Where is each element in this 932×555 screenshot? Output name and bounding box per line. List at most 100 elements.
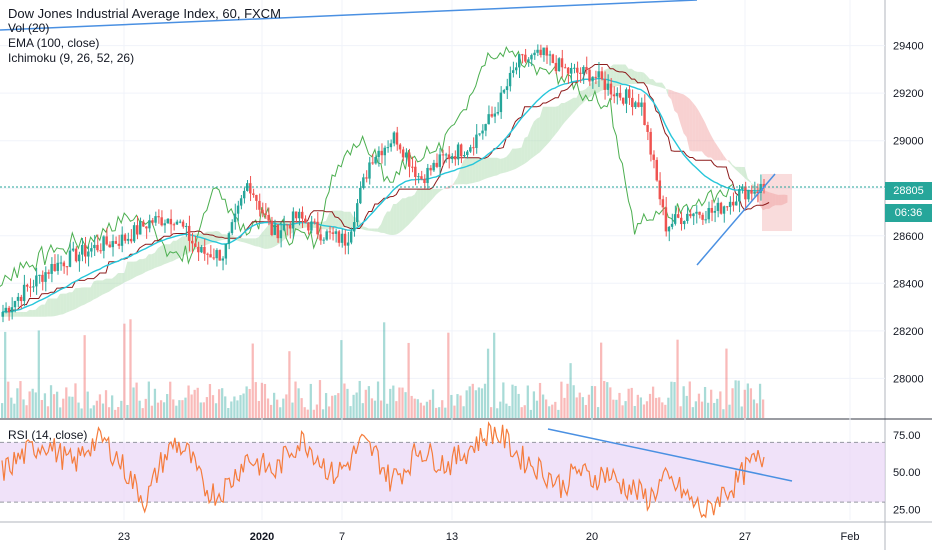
candle-body — [337, 231, 341, 243]
volume-bar — [505, 403, 508, 418]
volume-bar — [221, 388, 224, 418]
ichimoku-cloud — [439, 189, 443, 193]
ichimoku-cloud — [509, 148, 513, 172]
ichimoku-cloud — [29, 309, 33, 317]
candle-body — [487, 114, 490, 125]
candle-body — [44, 272, 47, 282]
ichimoku-cloud — [344, 211, 348, 228]
volume-bar — [523, 405, 526, 418]
volume-bar — [227, 407, 230, 418]
candle-body — [319, 234, 322, 241]
symbol-title[interactable]: Dow Jones Industrial Average Index, 60, … — [8, 6, 281, 21]
volume-bar — [19, 381, 22, 418]
volume-bar — [425, 401, 429, 418]
ichimoku-cloud — [429, 189, 433, 202]
volume-bar — [162, 402, 166, 418]
candle-body — [236, 205, 240, 214]
candle-body — [533, 52, 536, 56]
candle-body — [282, 224, 286, 231]
candle-body — [704, 219, 707, 221]
candle-body — [245, 183, 249, 191]
volume-bar — [545, 399, 548, 418]
candle-body — [35, 275, 38, 287]
ichimoku-cloud-future — [762, 173, 792, 232]
ichimoku-cloud — [96, 280, 100, 299]
candle-body — [102, 236, 105, 251]
ichimoku-cloud — [387, 211, 391, 235]
candle-body — [310, 221, 313, 231]
candle-body — [411, 166, 414, 168]
candle-body — [221, 258, 225, 261]
ichimoku-cloud — [539, 106, 543, 153]
volume-bar — [150, 405, 154, 418]
ichimoku-cloud — [775, 194, 779, 206]
volume-bar — [181, 400, 184, 418]
volume-bar — [352, 394, 355, 418]
volume-bar — [376, 381, 380, 418]
candle-body — [255, 194, 258, 201]
candle-body — [74, 248, 78, 262]
ichimoku-cloud — [683, 94, 687, 138]
candle-body — [151, 220, 154, 223]
ichimoku-cloud — [374, 228, 378, 232]
candle-body — [719, 202, 723, 214]
volume-bar — [401, 387, 404, 418]
candle-body — [365, 177, 368, 179]
legend-ichimoku[interactable]: Ichimoku (9, 26, 52, 26) — [8, 51, 135, 65]
volume-bar — [254, 382, 257, 418]
ichimoku-cloud — [656, 82, 660, 87]
volume-bar — [633, 405, 636, 418]
volume-bar — [10, 397, 13, 418]
volume-bar — [713, 402, 716, 418]
candle-body — [420, 176, 423, 179]
candle-body — [184, 225, 188, 227]
volume-bar — [337, 393, 340, 418]
legend-ema[interactable]: EMA (100, close) — [8, 36, 100, 50]
ichimoku-cloud — [463, 157, 467, 185]
candle-body — [276, 224, 280, 239]
volume-bar — [593, 386, 597, 418]
volume-bar — [477, 387, 481, 418]
ichimoku-cloud — [50, 298, 54, 317]
volume-bar — [386, 403, 389, 418]
candle-body — [267, 214, 270, 221]
candle-body — [334, 231, 338, 234]
candle-body — [288, 224, 292, 229]
trend-line-upper — [0, 0, 698, 31]
candle-body — [634, 102, 637, 108]
volume-bar — [514, 385, 517, 418]
candle-body — [279, 230, 283, 239]
ichimoku-cloud — [747, 178, 751, 183]
volume-bar — [749, 388, 753, 418]
ichimoku-cloud — [200, 233, 204, 247]
candle-body — [484, 124, 487, 131]
rsi-line — [1, 421, 765, 519]
candle-body — [606, 83, 610, 90]
volume-bar — [441, 400, 444, 418]
volume-bar — [569, 363, 572, 418]
volume-bar — [22, 399, 25, 418]
ichimoku-cloud — [420, 189, 424, 212]
candle-body — [47, 272, 50, 274]
volume-bar — [474, 390, 477, 418]
volume-bar — [65, 387, 68, 418]
ichimoku-cloud — [613, 64, 617, 88]
legend-volume[interactable]: Vol (20) — [8, 21, 50, 35]
volume-bar — [575, 397, 578, 418]
legend-rsi[interactable]: RSI (14, close) — [8, 428, 88, 442]
candle-body — [710, 207, 714, 213]
candle-body — [621, 97, 625, 104]
volume-bar — [596, 407, 600, 418]
ichimoku-cloud — [530, 121, 534, 160]
ichimoku-cloud — [252, 238, 256, 247]
ichimoku-cloud — [521, 137, 525, 166]
ichimoku-cloud — [549, 106, 553, 143]
candle-body — [530, 55, 533, 60]
volume-bar — [465, 390, 468, 418]
candle-body — [297, 211, 301, 219]
candle-body — [142, 221, 145, 227]
candle-body — [698, 211, 701, 215]
volume-bar — [297, 388, 300, 418]
